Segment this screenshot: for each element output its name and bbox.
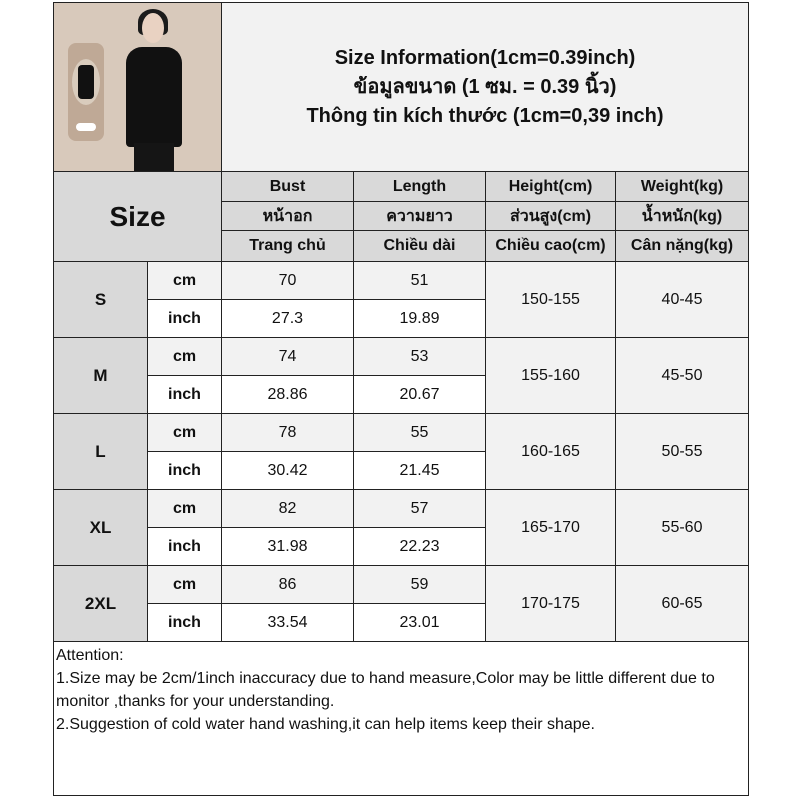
model-head <box>142 13 164 43</box>
length-cm: 57 <box>353 489 486 528</box>
attention-notes: Attention: 1.Size may be 2cm/1inch inacc… <box>52 641 750 796</box>
attention-heading: Attention: <box>56 647 124 664</box>
height-range: 150-155 <box>485 261 616 338</box>
weight-range: 40-45 <box>614 261 750 338</box>
unit-inch: inch <box>147 451 222 490</box>
length-inch: 22.23 <box>353 527 486 566</box>
bust-inch: 31.98 <box>221 527 354 566</box>
bust-inch: 28.86 <box>221 375 354 414</box>
length-cm: 53 <box>353 337 486 376</box>
unit-inch: inch <box>147 603 222 642</box>
bust-inch: 30.42 <box>221 451 354 490</box>
bust-inch: 33.54 <box>221 603 354 642</box>
unit-inch: inch <box>147 299 222 338</box>
title-thai: ข้อมูลขนาด (1 ซม. = 0.39 นิ้ว) <box>353 75 617 98</box>
header-length-th: ความยาว <box>353 201 486 231</box>
length-cm: 55 <box>353 413 486 452</box>
title-cell: Size Information(1cm=0.39inch) ข้อมูลขนา… <box>220 2 750 172</box>
size-chart-table: Size Information(1cm=0.39inch) ข้อมูลขนา… <box>52 2 750 796</box>
length-inch: 20.67 <box>353 375 486 414</box>
header-weight-vi: Cân nặng(kg) <box>614 230 750 262</box>
table-row-cm: XL cm 82 57 165-170 55-60 <box>53 489 750 566</box>
unit-cm: cm <box>147 489 222 528</box>
unit-inch: inch <box>147 375 222 414</box>
header-height-en: Height(cm) <box>485 171 616 202</box>
size-label: XL <box>53 489 148 566</box>
header-height-th: ส่วนสูง(cm) <box>485 201 616 231</box>
weight-range: 60-65 <box>614 565 750 642</box>
table-row-inch: inch 33.54 23.01 <box>54 603 749 642</box>
table-row-inch: inch 31.98 22.23 <box>54 527 749 566</box>
header-weight-th: น้ำหนัก(kg) <box>614 201 750 231</box>
unit-cm: cm <box>147 413 222 452</box>
length-inch: 21.45 <box>353 451 486 490</box>
length-inch: 19.89 <box>353 299 486 338</box>
weight-range: 50-55 <box>614 413 750 490</box>
weight-range: 55-60 <box>614 489 750 566</box>
size-label: M <box>53 337 148 414</box>
table-row-inch: inch 27.3 19.89 <box>54 299 749 338</box>
thumbnail-shirt <box>78 65 94 99</box>
model-legs <box>134 143 174 171</box>
header-bust-en: Bust <box>221 171 354 202</box>
bust-inch: 27.3 <box>221 299 354 338</box>
table-row-inch: inch 28.86 20.67 <box>54 375 749 414</box>
height-range: 155-160 <box>485 337 616 414</box>
bust-cm: 70 <box>221 261 354 300</box>
header-bust-th: หน้าอก <box>221 201 354 231</box>
size-label: L <box>53 413 148 490</box>
header-length-en: Length <box>353 171 486 202</box>
header-bust-vi: Trang chủ <box>221 230 354 262</box>
table-row-inch: inch 30.42 21.45 <box>54 451 749 490</box>
title-vietnamese: Thông tin kích thước (1cm=0,39 inch) <box>306 104 664 127</box>
title-english: Size Information(1cm=0.39inch) <box>334 46 636 69</box>
header-weight-en: Weight(kg) <box>614 171 750 202</box>
product-photo <box>53 2 222 172</box>
length-cm: 51 <box>353 261 486 300</box>
length-cm: 59 <box>353 565 486 604</box>
unit-cm: cm <box>147 337 222 376</box>
height-range: 170-175 <box>485 565 616 642</box>
thumbnail-tag <box>76 123 96 131</box>
unit-cm: cm <box>147 261 222 300</box>
height-range: 160-165 <box>485 413 616 490</box>
height-range: 165-170 <box>485 489 616 566</box>
unit-inch: inch <box>147 527 222 566</box>
size-label: S <box>53 261 148 338</box>
model-shirt <box>126 47 182 147</box>
size-header: Size <box>53 171 222 262</box>
size-label: 2XL <box>53 565 148 642</box>
bust-cm: 78 <box>221 413 354 452</box>
bust-cm: 82 <box>221 489 354 528</box>
attention-note-2: 2.Suggestion of cold water hand washing,… <box>56 716 595 733</box>
attention-note-1: 1.Size may be 2cm/1inch inaccuracy due t… <box>56 670 715 710</box>
header-height-vi: Chiều cao(cm) <box>485 230 616 262</box>
header-length-vi: Chiều dài <box>353 230 486 262</box>
length-inch: 23.01 <box>353 603 486 642</box>
weight-range: 45-50 <box>614 337 750 414</box>
bust-cm: 86 <box>221 565 354 604</box>
bust-cm: 74 <box>221 337 354 376</box>
unit-cm: cm <box>147 565 222 604</box>
table-row-cm: 2XL cm 86 59 170-175 60-65 <box>53 565 750 642</box>
